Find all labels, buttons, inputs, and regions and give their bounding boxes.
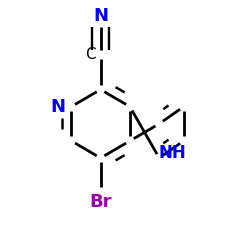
- Text: Br: Br: [89, 193, 112, 211]
- Text: C: C: [86, 46, 96, 62]
- Text: N: N: [93, 7, 108, 25]
- Text: NH: NH: [159, 144, 186, 162]
- Text: N: N: [50, 98, 65, 116]
